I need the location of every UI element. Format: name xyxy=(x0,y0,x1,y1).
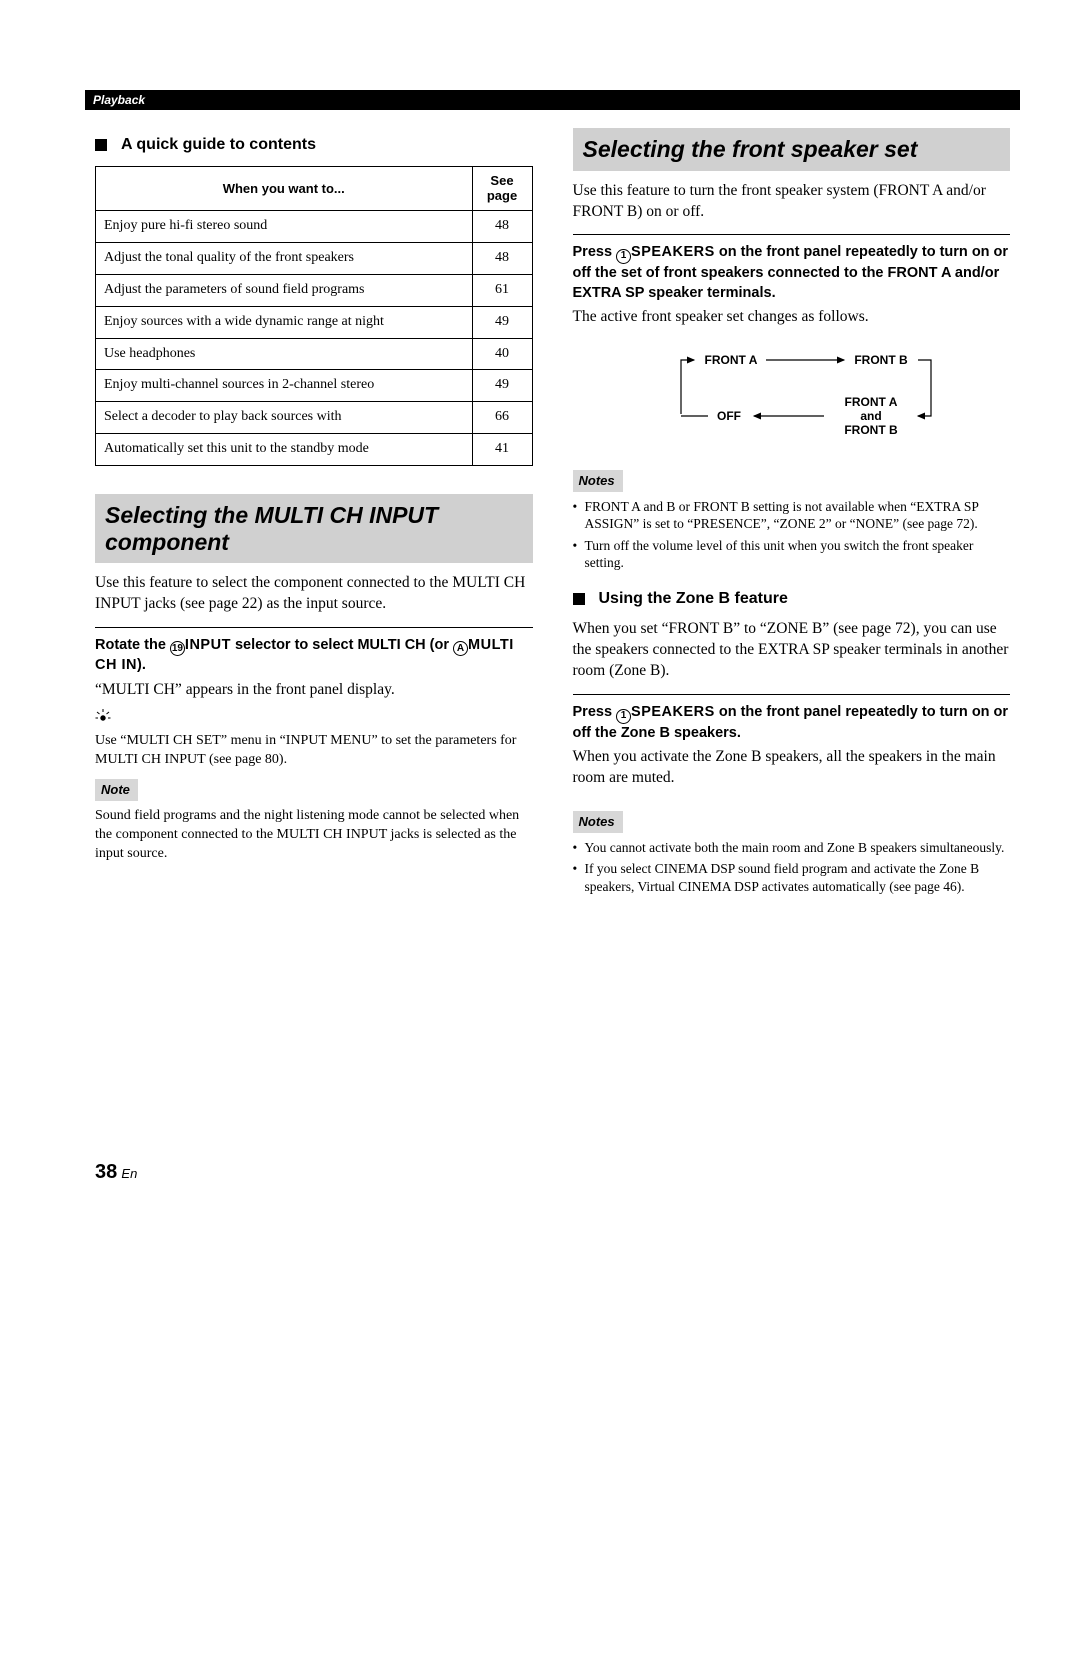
row-page: 66 xyxy=(472,402,532,434)
table-row: Enjoy sources with a wide dynamic range … xyxy=(96,306,533,338)
control-ref-1: 1 xyxy=(616,249,631,264)
table-row: Select a decoder to play back sources wi… xyxy=(96,402,533,434)
diag-mix-1: FRONT A xyxy=(845,395,898,409)
notes-list-1: FRONT A and B or FRONT B setting is not … xyxy=(573,498,1011,572)
list-item: FRONT A and B or FRONT B setting is not … xyxy=(573,498,1011,533)
diag-off: OFF xyxy=(717,409,741,423)
table-row: Automatically set this unit to the stand… xyxy=(96,434,533,466)
list-item: You cannot activate both the main room a… xyxy=(573,839,1011,857)
row-page: 40 xyxy=(472,338,532,370)
divider xyxy=(95,627,533,628)
table-row: Use headphones40 xyxy=(96,338,533,370)
quick-guide-heading-text: A quick guide to contents xyxy=(121,134,316,156)
rotate-instruction: Rotate the 19INPUT selector to select MU… xyxy=(95,636,533,676)
col-header-page: See page xyxy=(472,166,532,210)
row-page: 49 xyxy=(472,370,532,402)
row-page: 48 xyxy=(472,242,532,274)
control-ref-1b: 1 xyxy=(616,709,631,724)
list-item: If you select CINEMA DSP sound field pro… xyxy=(573,860,1011,895)
section-header: Playback xyxy=(85,90,1020,110)
control-ref-19: 19 xyxy=(170,641,185,656)
bullet-square-icon xyxy=(95,139,107,151)
quick-guide-tbody: Enjoy pure hi-fi stereo sound48Adjust th… xyxy=(96,210,533,465)
diag-mix-2: and xyxy=(861,409,882,423)
divider xyxy=(573,234,1011,235)
diag-mix-3: FRONT B xyxy=(845,423,899,437)
display-text: “MULTI CH” appears in the front panel di… xyxy=(95,680,533,701)
row-page: 61 xyxy=(472,274,532,306)
follows-text: The active front speaker set changes as … xyxy=(573,307,1011,328)
quick-guide-heading: A quick guide to contents xyxy=(95,134,533,156)
note-body: Sound field programs and the night liste… xyxy=(95,807,533,864)
notes-list-2: You cannot activate both the main room a… xyxy=(573,839,1011,896)
col-header-when: When you want to... xyxy=(96,166,473,210)
notes-label-1: Notes xyxy=(573,470,623,492)
list-item: Turn off the volume level of this unit w… xyxy=(573,537,1011,572)
section-header-text: Playback xyxy=(93,93,145,107)
multi-ch-banner: Selecting the MULTI CH INPUT component xyxy=(95,494,533,563)
page-number: 38 xyxy=(95,1161,117,1183)
zoneb-heading-text: Using the Zone B feature xyxy=(599,588,788,610)
table-header-row: When you want to... See page xyxy=(96,166,533,210)
row-text: Adjust the parameters of sound field pro… xyxy=(96,274,473,306)
page-lang: En xyxy=(121,1166,137,1181)
front-speaker-banner: Selecting the front speaker set xyxy=(573,128,1011,170)
row-text: Select a decoder to play back sources wi… xyxy=(96,402,473,434)
zoneb-press-instruction: Press 1SPEAKERS on the front panel repea… xyxy=(573,703,1011,743)
divider xyxy=(573,694,1011,695)
row-text: Enjoy pure hi-fi stereo sound xyxy=(96,210,473,242)
table-row: Adjust the parameters of sound field pro… xyxy=(96,274,533,306)
tip-icon xyxy=(95,709,533,730)
note-label: Note xyxy=(95,779,138,801)
row-text: Adjust the tonal quality of the front sp… xyxy=(96,242,473,274)
press-speakers-instruction: Press 1SPEAKERS on the front panel repea… xyxy=(573,243,1011,303)
row-text: Enjoy multi-channel sources in 2-channel… xyxy=(96,370,473,402)
control-ref-a: A xyxy=(453,641,468,656)
row-page: 48 xyxy=(472,210,532,242)
row-page: 49 xyxy=(472,306,532,338)
notes-label-2: Notes xyxy=(573,811,623,833)
row-page: 41 xyxy=(472,434,532,466)
table-row: Enjoy multi-channel sources in 2-channel… xyxy=(96,370,533,402)
front-speaker-intro: Use this feature to turn the front speak… xyxy=(573,181,1011,223)
table-row: Adjust the tonal quality of the front sp… xyxy=(96,242,533,274)
row-text: Automatically set this unit to the stand… xyxy=(96,434,473,466)
zoneb-follows: When you activate the Zone B speakers, a… xyxy=(573,747,1011,789)
right-column: Selecting the front speaker set Use this… xyxy=(573,128,1011,899)
zoneb-body: When you set “FRONT B” to “ZONE B” (see … xyxy=(573,619,1011,682)
diag-front-b: FRONT B xyxy=(855,353,909,367)
row-text: Use headphones xyxy=(96,338,473,370)
zoneb-heading: Using the Zone B feature xyxy=(573,588,1011,610)
multi-ch-intro: Use this feature to select the component… xyxy=(95,573,533,615)
tip-text: Use “MULTI CH SET” menu in “INPUT MENU” … xyxy=(95,732,533,770)
row-text: Enjoy sources with a wide dynamic range … xyxy=(96,306,473,338)
table-row: Enjoy pure hi-fi stereo sound48 xyxy=(96,210,533,242)
left-column: A quick guide to contents When you want … xyxy=(95,128,533,899)
bullet-square-icon xyxy=(573,593,585,605)
speaker-cycle-diagram: FRONT A FRONT B OFF FRONT A and FRONT B xyxy=(626,342,956,452)
content-columns: A quick guide to contents When you want … xyxy=(95,128,1010,899)
quick-guide-table: When you want to... See page Enjoy pure … xyxy=(95,166,533,466)
page-footer: 38 En xyxy=(95,1159,1010,1186)
diag-front-a: FRONT A xyxy=(705,353,758,367)
